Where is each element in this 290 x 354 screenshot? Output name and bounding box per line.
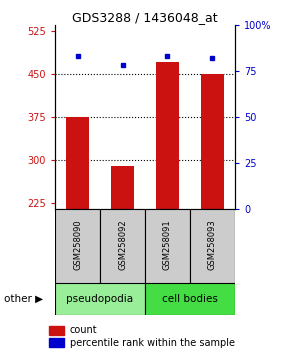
Bar bbox=[190, 209, 235, 283]
Bar bbox=[201, 74, 224, 209]
Text: percentile rank within the sample: percentile rank within the sample bbox=[70, 338, 235, 348]
Text: count: count bbox=[70, 325, 97, 335]
Bar bbox=[156, 62, 179, 209]
Bar bbox=[100, 209, 145, 283]
Bar bbox=[111, 166, 134, 209]
Text: GSM258090: GSM258090 bbox=[73, 219, 82, 270]
Text: other ▶: other ▶ bbox=[4, 294, 44, 304]
Title: GDS3288 / 1436048_at: GDS3288 / 1436048_at bbox=[72, 11, 218, 24]
Bar bbox=[145, 283, 235, 315]
Bar bbox=[145, 209, 190, 283]
Text: GSM258093: GSM258093 bbox=[208, 219, 217, 270]
Bar bbox=[55, 283, 145, 315]
Bar bbox=[55, 209, 100, 283]
Text: pseudopodia: pseudopodia bbox=[66, 294, 134, 304]
Text: GSM258092: GSM258092 bbox=[118, 219, 127, 270]
Text: cell bodies: cell bodies bbox=[162, 294, 218, 304]
Bar bbox=[66, 117, 89, 209]
Text: GSM258091: GSM258091 bbox=[163, 219, 172, 270]
